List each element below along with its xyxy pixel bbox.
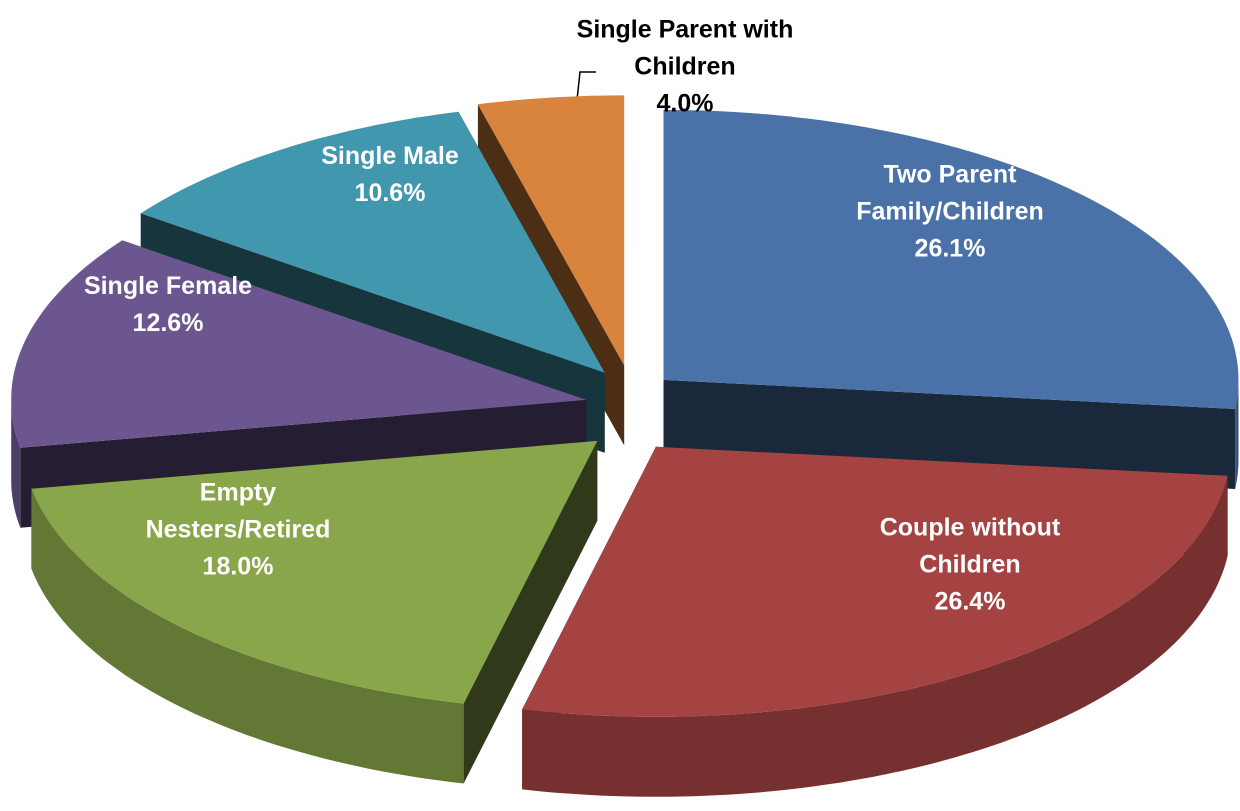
slice-label: Single Male 10.6%: [280, 138, 500, 212]
slice: [477, 95, 625, 366]
value-label: 10.6%: [354, 179, 426, 207]
slice: [663, 109, 1239, 410]
slice-label: Couple without Children 26.4%: [860, 510, 1080, 621]
slice-wall: [1235, 379, 1239, 489]
slice: [522, 446, 1228, 717]
slice: [11, 240, 587, 448]
category-label: Two Parent Family/Children: [856, 160, 1044, 226]
category-label: Single Female: [83, 272, 253, 300]
value-label: 18.0%: [202, 552, 274, 581]
slice-label: Single Female 12.6%: [58, 268, 278, 342]
slice: [31, 440, 598, 704]
value-label: 26.4%: [934, 587, 1006, 616]
slice-label: Two Parent Family/Children 26.1%: [840, 157, 1060, 268]
slice-label: Empty Nesters/Retired 18.0%: [128, 475, 348, 586]
leader-line: [576, 71, 596, 101]
slice-label: Single Parent with Children 4.0%: [575, 12, 795, 123]
value-label: 12.6%: [132, 309, 204, 337]
value-label: 4.0%: [656, 89, 714, 118]
category-label: Single Parent with Children: [576, 15, 794, 81]
slice: [140, 111, 605, 373]
value-label: 26.1%: [914, 234, 986, 263]
category-label: Empty Nesters/Retired: [145, 478, 331, 544]
slice-wall: [11, 399, 21, 528]
category-label: Single Male: [321, 142, 459, 170]
slice-wall: [31, 488, 464, 784]
slice-wall: [522, 475, 1228, 797]
slice-side: [463, 440, 598, 784]
category-label: Couple without Children: [879, 513, 1061, 579]
